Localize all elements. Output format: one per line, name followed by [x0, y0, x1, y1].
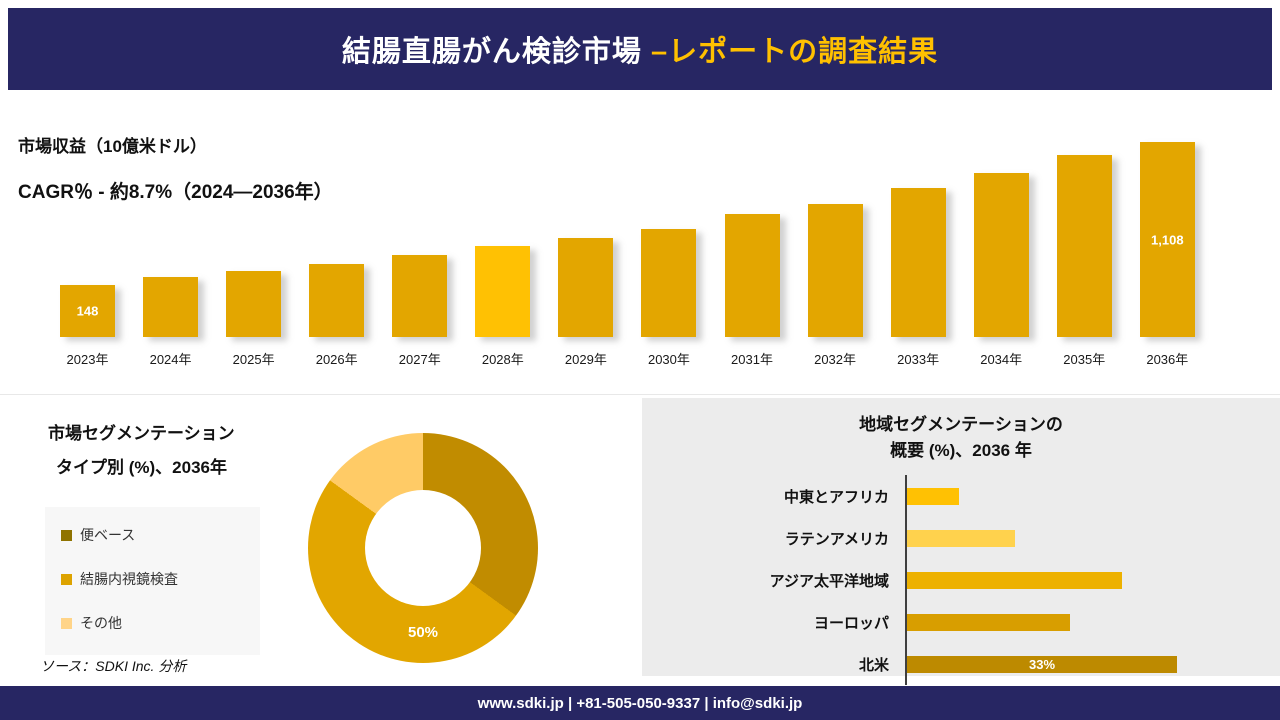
revenue-bar [1056, 155, 1112, 337]
region-bar [907, 571, 1122, 589]
revenue-bar-column: 1,108 2036年 [1139, 142, 1195, 367]
legend-swatch-icon [61, 573, 72, 585]
chart-info: 市場収益（10億米ドル） CAGR％ - 約8.7%（2024―2036年） [18, 132, 333, 204]
region-bar-area [905, 517, 1280, 559]
region-label: アジア太平洋地域 [769, 572, 889, 590]
bottom-section: 市場セグメンテーション タイプ別 (%)、2036年 便ベース結腸内視鏡検査 その… [0, 394, 1280, 685]
revenue-bars: 148 2023年 2024年 2025年 2026年 2027年 2028年 2029年 20… [60, 140, 1195, 367]
x-axis-label: 2033年 [897, 352, 940, 367]
region-label: 中東とアフリカ [783, 488, 889, 506]
bar-value-label: 1,108 [1151, 232, 1184, 247]
revenue-bar: 148 [60, 285, 115, 337]
region-bar [907, 613, 1070, 631]
revenue-bar-column: 2028年 [475, 246, 531, 367]
x-axis-label: 2025年 [232, 352, 275, 367]
x-axis-label: 2036年 [1146, 352, 1189, 367]
revenue-bar-column: 2026年 [309, 264, 365, 367]
revenue-bar [807, 204, 863, 337]
revenue-bar-column: 2035年 [1056, 155, 1112, 367]
segmentation-legend: 便ベース結腸内視鏡検査 その他 [45, 507, 260, 655]
revenue-bar-column: 2034年 [973, 173, 1029, 367]
page-title-main: 結腸直腸がん検診市場 [341, 36, 651, 68]
legend-item: 便ベース [61, 525, 244, 545]
revenue-bar-column: 2024年 [143, 277, 199, 367]
segmentation-title: 市場セグメンテーション [48, 424, 235, 443]
donut-value-label: 50% [407, 624, 439, 641]
revenue-bar-column: 2033年 [890, 188, 946, 367]
x-axis-label: 2024年 [149, 352, 192, 367]
revenue-bar [309, 264, 365, 337]
x-axis-label: 2035年 [1063, 352, 1106, 367]
revenue-bar-column: 2025年 [226, 271, 282, 367]
footer-contact: www.sdki.jp | +81-505-050-9337 | info@sd… [477, 694, 803, 712]
region-bar-area [905, 475, 1280, 517]
segmentation-subtitle: タイプ別 (%)、2036年 [56, 458, 227, 477]
source-note: ソース：SDKI Inc. 分析 [40, 658, 187, 674]
revenue-bar [724, 214, 780, 337]
x-axis-label: 2027年 [398, 352, 441, 367]
region-row: ヨーロッパ [642, 601, 1280, 643]
region-label: ヨーロッパ [813, 614, 889, 632]
revenue-bar [475, 246, 531, 337]
revenue-bar [558, 238, 614, 337]
x-axis-label: 2029年 [564, 352, 607, 367]
revenue-bar-column: 2027年 [392, 255, 448, 367]
x-axis-label: 2028年 [481, 352, 524, 367]
donut-chart: 50% [308, 433, 538, 663]
legend-swatch-icon [61, 529, 72, 541]
revenue-bar [226, 271, 282, 337]
region-bar [907, 487, 959, 505]
cagr-label: CAGR％ - 約8.7%（2024―2036年） [18, 182, 333, 203]
revenue-bar-column: 2032年 [807, 204, 863, 367]
region-row: ラテンアメリカ [642, 517, 1280, 559]
x-axis-label: 2030年 [647, 352, 690, 367]
legend-swatch-icon [61, 617, 72, 629]
legend-item: その他 [61, 613, 244, 633]
footer: www.sdki.jp | +81-505-050-9337 | info@sd… [0, 686, 1280, 720]
segmentation-panel: 市場セグメンテーション タイプ別 (%)、2036年 便ベース結腸内視鏡検査 その… [0, 395, 642, 684]
page-title: 結腸直腸がん検診市場 –レポートの調査結果 [342, 28, 938, 70]
x-axis-label: 2032年 [814, 352, 857, 367]
revenue-bar-column: 148 2023年 [60, 285, 115, 367]
legend-item: 結腸内視鏡検査 [61, 569, 244, 589]
header: 結腸直腸がん検診市場 –レポートの調査結果 [8, 8, 1272, 90]
revenue-chart-section: 市場収益（10億米ドル） CAGR％ - 約8.7%（2024―2036年） 1… [0, 90, 1280, 394]
revenue-bar [641, 229, 697, 337]
revenue-bar-column: 2031年 [724, 214, 780, 367]
region-label: 北米 [858, 656, 889, 674]
region-row: 北米 33% [642, 643, 1280, 685]
page-title-accent: –レポートの調査結果 [650, 36, 939, 68]
x-axis-label: 2031年 [731, 352, 773, 367]
region-bar-area: 33% [905, 643, 1280, 685]
revenue-bar [973, 173, 1029, 337]
region-bars: 中東とアフリカ ラテンアメリカアジア太平洋地域ヨーロッパ北米 33% [642, 475, 1280, 685]
revenue-bar [392, 255, 448, 337]
region-row: 中東とアフリカ [642, 475, 1280, 517]
legend-label: 結腸内視鏡検査 [80, 571, 178, 587]
x-axis-label: 2034年 [980, 352, 1023, 367]
revenue-bar [890, 188, 946, 337]
revenue-bar [143, 277, 199, 337]
region-bar-value-label: 33% [1028, 656, 1056, 672]
region-label: ラテンアメリカ [784, 530, 889, 548]
region-bar-area [905, 601, 1280, 643]
region-panel: 地域セグメンテーションの 概要 (%)、2036 年 中東とアフリカ ラテンアメリ… [642, 398, 1280, 685]
region-title: 地域セグメンテーションの 概要 (%)、2036 年 [642, 398, 1280, 463]
region-title-line1: 地域セグメンテーションの [859, 415, 1063, 434]
revenue-bar-column: 2029年 [558, 238, 614, 367]
x-axis-label: 2026年 [315, 352, 358, 367]
legend-label: その他 [80, 615, 122, 631]
region-row: アジア太平洋地域 [642, 559, 1280, 601]
region-bar [907, 529, 1015, 547]
revenue-bar-column: 2030年 [641, 229, 697, 367]
bar-value-label: 148 [76, 303, 99, 319]
legend-label: 便ベース [80, 527, 136, 543]
region-title-line2: 概要 (%)、2036 年 [890, 440, 1032, 460]
revenue-bar: 1,108 [1139, 142, 1195, 337]
region-bar-area [905, 559, 1280, 601]
metric-label: 市場収益（10億米ドル） [18, 137, 207, 156]
region-bar: 33% [907, 655, 1177, 673]
x-axis-label: 2023年 [66, 352, 109, 367]
